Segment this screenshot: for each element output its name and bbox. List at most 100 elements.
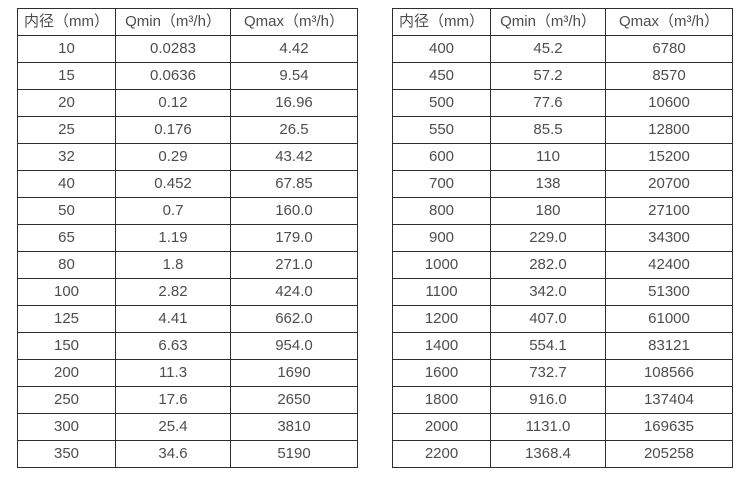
table-cell: 2200 (392, 440, 491, 468)
table-cell: 0.176 (115, 116, 231, 144)
table-cell: 138 (490, 170, 606, 198)
table-row: 450 57.2 8570 (392, 62, 733, 90)
table-cell: 2650 (230, 386, 358, 414)
table-cell: 554.1 (490, 332, 606, 360)
table-row: 800 180 27100 (392, 197, 733, 225)
table-row: 125 4.41 662.0 (17, 305, 358, 333)
table-cell: 3810 (230, 413, 358, 441)
table-row: 65 1.19 179.0 (17, 224, 358, 252)
table-cell: 400 (392, 35, 491, 63)
table-cell: 6780 (605, 35, 733, 63)
flow-table-large-diameters: 内径（mm） Qmin（m³/h） Qmax（m³/h） 400 45.2 6780… (392, 8, 733, 468)
table-cell: 500 (392, 89, 491, 117)
table-cell: 250 (17, 386, 116, 414)
table-cell: 80 (17, 251, 116, 279)
table-cell: 9.54 (230, 62, 358, 90)
table-cell: 42400 (605, 251, 733, 279)
table-cell: 51300 (605, 278, 733, 306)
table-cell: 34.6 (115, 440, 231, 468)
table-cell: 77.6 (490, 89, 606, 117)
table-cell: 8570 (605, 62, 733, 90)
table-row: 50 0.7 160.0 (17, 197, 358, 225)
table-cell: 43.42 (230, 143, 358, 171)
column-header-qmax: Qmax（m³/h） (605, 8, 733, 36)
table-cell: 1000 (392, 251, 491, 279)
table-row: 10 0.0283 4.42 (17, 35, 358, 63)
table-cell: 0.0283 (115, 35, 231, 63)
table-row: 1800 916.0 137404 (392, 386, 733, 414)
table-cell: 424.0 (230, 278, 358, 306)
table-cell: 229.0 (490, 224, 606, 252)
table-cell: 282.0 (490, 251, 606, 279)
table-cell: 26.5 (230, 116, 358, 144)
column-header-qmin: Qmin（m³/h） (490, 8, 606, 36)
table-cell: 15 (17, 62, 116, 90)
table-cell: 271.0 (230, 251, 358, 279)
table-cell: 1.19 (115, 224, 231, 252)
table-cell: 200 (17, 359, 116, 387)
table-cell: 67.85 (230, 170, 358, 198)
table-cell: 17.6 (115, 386, 231, 414)
table-cell: 1690 (230, 359, 358, 387)
tables-container: 内径（mm） Qmin（m³/h） Qmax（m³/h） 10 0.0283 4.4… (17, 8, 733, 468)
table-row: 20 0.12 16.96 (17, 89, 358, 117)
table-cell: 12800 (605, 116, 733, 144)
table-cell: 205258 (605, 440, 733, 468)
table-cell: 2000 (392, 413, 491, 441)
table-cell: 180 (490, 197, 606, 225)
table-cell: 407.0 (490, 305, 606, 333)
table-cell: 83121 (605, 332, 733, 360)
table-cell: 662.0 (230, 305, 358, 333)
table-cell: 5190 (230, 440, 358, 468)
table-header-row: 内径（mm） Qmin（m³/h） Qmax（m³/h） (17, 8, 358, 36)
table-row: 100 2.82 424.0 (17, 278, 358, 306)
table-cell: 1.8 (115, 251, 231, 279)
table-row: 1100 342.0 51300 (392, 278, 733, 306)
table-cell: 179.0 (230, 224, 358, 252)
table-row: 200 11.3 1690 (17, 359, 358, 387)
table-cell: 40 (17, 170, 116, 198)
table-cell: 300 (17, 413, 116, 441)
table-cell: 6.63 (115, 332, 231, 360)
table-cell: 11.3 (115, 359, 231, 387)
table-row: 350 34.6 5190 (17, 440, 358, 468)
table-cell: 25 (17, 116, 116, 144)
table-row: 80 1.8 271.0 (17, 251, 358, 279)
column-header-qmax: Qmax（m³/h） (230, 8, 358, 36)
table-cell: 85.5 (490, 116, 606, 144)
table-cell: 1131.0 (490, 413, 606, 441)
table-row: 550 85.5 12800 (392, 116, 733, 144)
table-cell: 25.4 (115, 413, 231, 441)
table-row: 1200 407.0 61000 (392, 305, 733, 333)
table-cell: 0.12 (115, 89, 231, 117)
table-cell: 0.0636 (115, 62, 231, 90)
table-cell: 800 (392, 197, 491, 225)
table-cell: 4.42 (230, 35, 358, 63)
table-cell: 954.0 (230, 332, 358, 360)
table-row: 250 17.6 2650 (17, 386, 358, 414)
table-cell: 50 (17, 197, 116, 225)
table-cell: 34300 (605, 224, 733, 252)
table-cell: 20 (17, 89, 116, 117)
table-row: 40 0.452 67.85 (17, 170, 358, 198)
column-header-diameter: 内径（mm） (17, 8, 116, 36)
table-cell: 342.0 (490, 278, 606, 306)
table-cell: 65 (17, 224, 116, 252)
table-cell: 0.7 (115, 197, 231, 225)
column-header-diameter: 内径（mm） (392, 8, 491, 36)
table-cell: 137404 (605, 386, 733, 414)
table-cell: 1800 (392, 386, 491, 414)
table-row: 32 0.29 43.42 (17, 143, 358, 171)
table-cell: 10 (17, 35, 116, 63)
table-cell: 10600 (605, 89, 733, 117)
table-cell: 1600 (392, 359, 491, 387)
table-cell: 732.7 (490, 359, 606, 387)
table-row: 2000 1131.0 169635 (392, 413, 733, 441)
table-cell: 100 (17, 278, 116, 306)
table-cell: 550 (392, 116, 491, 144)
table-cell: 20700 (605, 170, 733, 198)
table-cell: 57.2 (490, 62, 606, 90)
table-cell: 32 (17, 143, 116, 171)
table-cell: 1368.4 (490, 440, 606, 468)
table-cell: 700 (392, 170, 491, 198)
